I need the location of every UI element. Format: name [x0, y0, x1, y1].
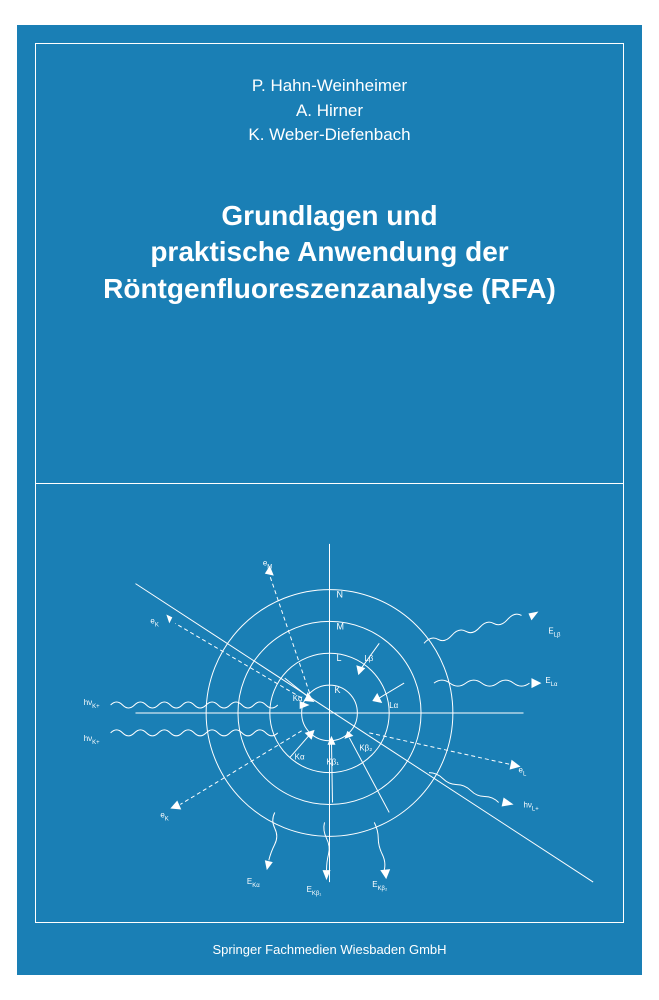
shell-label: N	[336, 590, 342, 600]
author-line: A. Hirner	[61, 99, 598, 124]
diagram-panel: K L M N Kα Kα Kβ₁ Kβ₂ Lα Lβ eM eK eK eL …	[35, 483, 624, 923]
author-line: P. Hahn-Weinheimer	[61, 74, 598, 99]
svg-text:Kα: Kα	[295, 753, 305, 762]
svg-text:hνK+: hνK+	[84, 734, 100, 746]
svg-text:ELβ: ELβ	[548, 626, 561, 638]
book-title: Grundlagen und praktische Anwendung der …	[61, 198, 598, 307]
book-cover: P. Hahn-Weinheimer A. Hirner K. Weber-Di…	[17, 25, 642, 975]
svg-text:hνL+: hνL+	[524, 800, 540, 812]
svg-text:ELα: ELα	[545, 676, 558, 688]
svg-text:EKβ₁: EKβ₁	[307, 885, 322, 897]
svg-text:Kβ₂: Kβ₂	[359, 744, 372, 753]
svg-text:eM: eM	[263, 559, 272, 571]
publisher-text: Springer Fachmedien Wiesbaden GmbH	[212, 942, 446, 957]
svg-text:Lα: Lα	[389, 701, 398, 710]
author-line: K. Weber-Diefenbach	[61, 123, 598, 148]
shell-label: L	[336, 653, 341, 663]
svg-text:EKα: EKα	[247, 877, 260, 889]
atomic-shell-diagram: K L M N Kα Kα Kβ₁ Kβ₂ Lα Lβ eM eK eK eL …	[36, 484, 623, 922]
svg-text:Lβ: Lβ	[364, 654, 373, 663]
title-line: Grundlagen und	[61, 198, 598, 234]
svg-text:eL: eL	[519, 766, 527, 778]
svg-text:hνK+: hνK+	[84, 698, 100, 710]
author-list: P. Hahn-Weinheimer A. Hirner K. Weber-Di…	[61, 74, 598, 148]
title-line: praktische Anwendung der	[61, 234, 598, 270]
svg-text:eK: eK	[160, 810, 168, 822]
publisher-panel: Springer Fachmedien Wiesbaden GmbH	[17, 923, 642, 975]
svg-text:eK: eK	[150, 616, 158, 628]
title-line: Röntgenfluoreszenzanalyse (RFA)	[61, 271, 598, 307]
shell-label: K	[334, 685, 340, 695]
shell-label: M	[336, 621, 343, 631]
svg-text:Kα: Kα	[293, 694, 303, 703]
header-panel: P. Hahn-Weinheimer A. Hirner K. Weber-Di…	[35, 43, 624, 483]
svg-text:EKβ₂: EKβ₂	[372, 880, 388, 892]
svg-text:Kβ₁: Kβ₁	[327, 758, 340, 767]
